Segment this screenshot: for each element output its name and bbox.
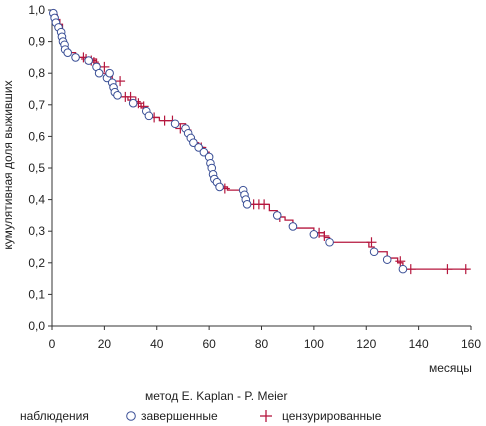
censored-point bbox=[99, 61, 110, 72]
censored-point bbox=[442, 264, 453, 275]
axes bbox=[51, 10, 471, 327]
y-tick-label: 0,7 bbox=[28, 98, 45, 112]
completed-point bbox=[288, 222, 298, 231]
censored-point bbox=[319, 230, 330, 241]
completed-point bbox=[84, 56, 93, 65]
censored-point bbox=[460, 264, 471, 275]
x-tick-label: 160 bbox=[461, 337, 481, 351]
y-tick-label: 1,0 bbox=[28, 3, 45, 17]
censored-point bbox=[395, 256, 406, 267]
completed-point bbox=[94, 68, 104, 78]
x-tick-label: 60 bbox=[202, 337, 216, 351]
y-tick-label: 0,9 bbox=[28, 35, 45, 49]
plot-area bbox=[49, 8, 471, 275]
x-tick-label: 100 bbox=[304, 337, 324, 351]
completed-point bbox=[63, 48, 73, 57]
x-axis-label: месяцы bbox=[429, 361, 472, 375]
completed-point bbox=[199, 147, 209, 157]
y-tick-label: 0,5 bbox=[28, 161, 45, 175]
completed-point bbox=[242, 200, 252, 209]
x-tick-label: 40 bbox=[150, 337, 164, 351]
completed-point bbox=[382, 255, 392, 264]
y-tick-label: 0,8 bbox=[28, 66, 45, 80]
legend: наблюдения завершенные цензурированные bbox=[20, 409, 382, 423]
completed-point bbox=[369, 247, 379, 257]
x-tick-label: 20 bbox=[98, 337, 112, 351]
legend-title: наблюдения bbox=[20, 409, 89, 423]
completed-point bbox=[105, 68, 114, 78]
completed-point bbox=[189, 138, 198, 148]
completed-point bbox=[215, 182, 224, 192]
legend-censored-marker bbox=[260, 410, 272, 422]
legend-completed-marker bbox=[126, 411, 136, 421]
x-tick-label: 0 bbox=[49, 337, 56, 351]
completed-point bbox=[325, 237, 334, 247]
y-axis-label: кумулятивная доля выживших bbox=[1, 80, 15, 249]
x-ticks: 0 20 40 60 80 100 120 140 160 bbox=[49, 326, 481, 351]
x-tick-label: 80 bbox=[255, 337, 269, 351]
completed-point bbox=[113, 91, 122, 100]
y-tick-label: 0,0 bbox=[28, 319, 45, 333]
legend-censored-label: цензурированные bbox=[282, 409, 382, 423]
x-tick-label: 140 bbox=[409, 337, 429, 351]
y-tick-label: 0,1 bbox=[28, 287, 45, 301]
censored-point bbox=[115, 76, 126, 87]
y-tick-label: 0,3 bbox=[28, 224, 45, 238]
y-ticks: 0,0 0,1 0,2 0,3 0,4 0,5 0,6 0,7 0,8 0,9 1,0 bbox=[28, 3, 52, 333]
completed-point bbox=[194, 143, 203, 152]
y-tick-label: 0,2 bbox=[28, 256, 45, 270]
x-tick-label: 120 bbox=[356, 337, 376, 351]
survival-curve bbox=[52, 9, 469, 270]
legend-completed-label: завершенные bbox=[141, 409, 218, 423]
completed-point bbox=[128, 98, 138, 108]
censored-point bbox=[366, 237, 377, 248]
completed-point bbox=[144, 111, 154, 121]
censored-point bbox=[405, 264, 416, 275]
completed-point bbox=[272, 211, 282, 220]
y-tick-label: 0,6 bbox=[28, 129, 45, 143]
completed-point bbox=[170, 119, 180, 129]
censored-point bbox=[259, 199, 270, 210]
y-tick-label: 0,4 bbox=[28, 193, 45, 207]
completed-point bbox=[309, 230, 319, 239]
completed-point bbox=[398, 264, 408, 274]
completed-point bbox=[71, 53, 80, 62]
method-note: метод E. Kaplan - P. Meier bbox=[145, 389, 287, 403]
